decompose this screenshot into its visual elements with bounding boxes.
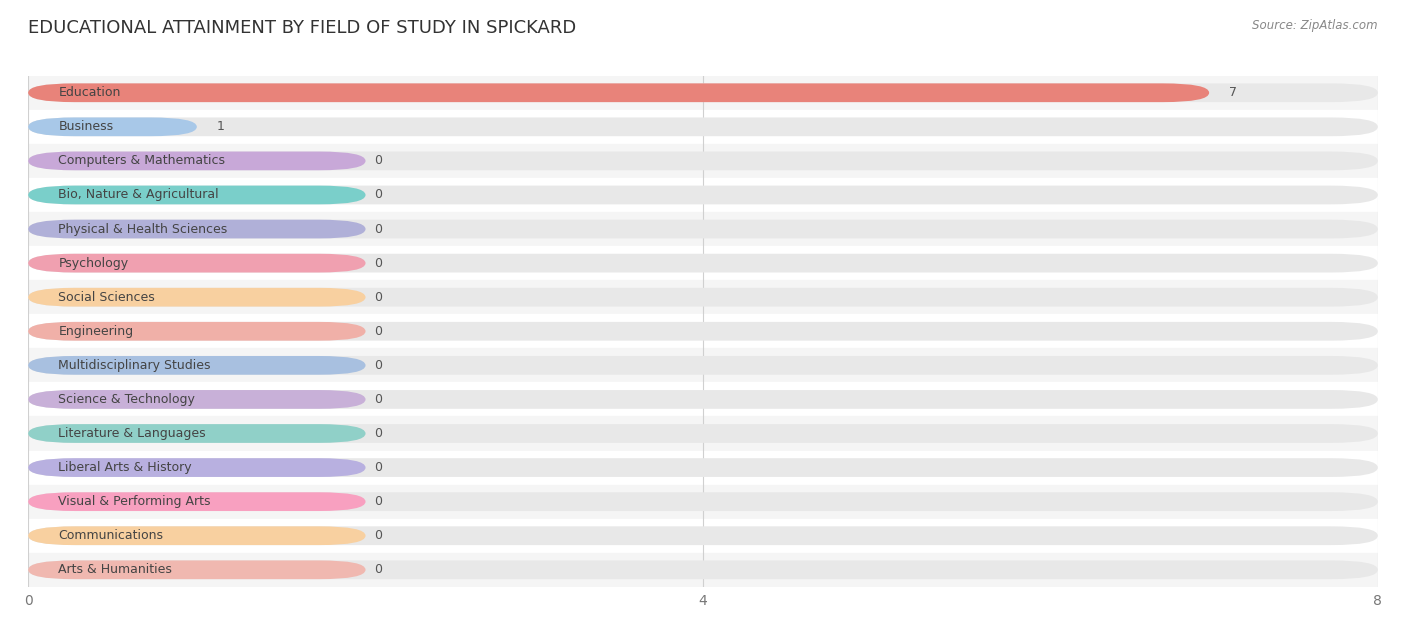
FancyBboxPatch shape: [28, 458, 1378, 477]
FancyBboxPatch shape: [28, 492, 1378, 511]
FancyBboxPatch shape: [28, 117, 197, 136]
FancyBboxPatch shape: [28, 220, 1378, 239]
Bar: [28, 451, 1378, 485]
Bar: [28, 519, 1378, 553]
Text: 0: 0: [374, 393, 382, 406]
Text: 0: 0: [374, 291, 382, 304]
Text: Bio, Nature & Agricultural: Bio, Nature & Agricultural: [59, 189, 219, 201]
Bar: [28, 76, 1378, 110]
Text: 0: 0: [374, 563, 382, 576]
FancyBboxPatch shape: [28, 151, 366, 170]
FancyBboxPatch shape: [28, 83, 1209, 102]
FancyBboxPatch shape: [28, 424, 1378, 443]
Text: Psychology: Psychology: [59, 257, 128, 269]
FancyBboxPatch shape: [28, 526, 366, 545]
Text: 0: 0: [374, 427, 382, 440]
Text: Communications: Communications: [59, 529, 163, 542]
Text: 1: 1: [217, 121, 225, 133]
Bar: [28, 485, 1378, 519]
Bar: [28, 246, 1378, 280]
Text: Engineering: Engineering: [59, 325, 134, 338]
Text: Computers & Mathematics: Computers & Mathematics: [59, 155, 225, 167]
Text: 0: 0: [374, 257, 382, 269]
Text: Liberal Arts & History: Liberal Arts & History: [59, 461, 193, 474]
Text: EDUCATIONAL ATTAINMENT BY FIELD OF STUDY IN SPICKARD: EDUCATIONAL ATTAINMENT BY FIELD OF STUDY…: [28, 19, 576, 37]
FancyBboxPatch shape: [28, 356, 1378, 375]
FancyBboxPatch shape: [28, 526, 1378, 545]
Text: Arts & Humanities: Arts & Humanities: [59, 563, 173, 576]
Text: Business: Business: [59, 121, 114, 133]
FancyBboxPatch shape: [28, 186, 1378, 204]
FancyBboxPatch shape: [28, 560, 366, 579]
FancyBboxPatch shape: [28, 356, 366, 375]
Text: Science & Technology: Science & Technology: [59, 393, 195, 406]
Text: Physical & Health Sciences: Physical & Health Sciences: [59, 223, 228, 235]
Text: 0: 0: [374, 529, 382, 542]
FancyBboxPatch shape: [28, 288, 1378, 307]
FancyBboxPatch shape: [28, 322, 1378, 341]
Bar: [28, 314, 1378, 348]
FancyBboxPatch shape: [28, 492, 366, 511]
Bar: [28, 212, 1378, 246]
Text: 0: 0: [374, 223, 382, 235]
Bar: [28, 382, 1378, 416]
Bar: [28, 110, 1378, 144]
FancyBboxPatch shape: [28, 560, 1378, 579]
Bar: [28, 144, 1378, 178]
Text: Source: ZipAtlas.com: Source: ZipAtlas.com: [1253, 19, 1378, 32]
Text: 0: 0: [374, 359, 382, 372]
Text: Education: Education: [59, 86, 121, 99]
FancyBboxPatch shape: [28, 151, 1378, 170]
FancyBboxPatch shape: [28, 254, 1378, 273]
FancyBboxPatch shape: [28, 220, 366, 239]
Text: 0: 0: [374, 189, 382, 201]
Text: 0: 0: [374, 461, 382, 474]
Text: Social Sciences: Social Sciences: [59, 291, 155, 304]
Text: 0: 0: [374, 155, 382, 167]
FancyBboxPatch shape: [28, 117, 1378, 136]
FancyBboxPatch shape: [28, 254, 366, 273]
FancyBboxPatch shape: [28, 322, 366, 341]
FancyBboxPatch shape: [28, 458, 366, 477]
Text: Literature & Languages: Literature & Languages: [59, 427, 207, 440]
Bar: [28, 553, 1378, 587]
FancyBboxPatch shape: [28, 288, 366, 307]
Text: 0: 0: [374, 495, 382, 508]
Text: 0: 0: [374, 325, 382, 338]
Bar: [28, 416, 1378, 451]
FancyBboxPatch shape: [28, 390, 1378, 409]
Bar: [28, 178, 1378, 212]
Bar: [28, 280, 1378, 314]
FancyBboxPatch shape: [28, 83, 1378, 102]
Text: Multidisciplinary Studies: Multidisciplinary Studies: [59, 359, 211, 372]
FancyBboxPatch shape: [28, 424, 366, 443]
FancyBboxPatch shape: [28, 186, 366, 204]
FancyBboxPatch shape: [28, 390, 366, 409]
Text: Visual & Performing Arts: Visual & Performing Arts: [59, 495, 211, 508]
Text: 7: 7: [1229, 86, 1237, 99]
Bar: [28, 348, 1378, 382]
